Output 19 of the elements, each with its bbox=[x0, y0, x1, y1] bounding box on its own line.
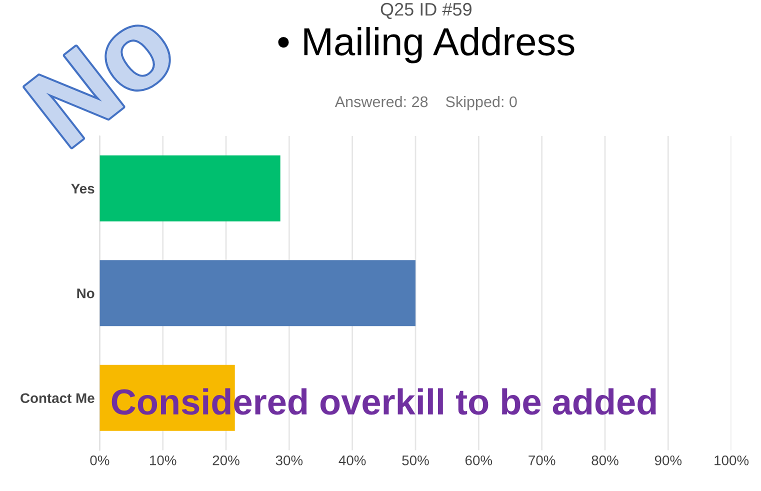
x-tick-label: 0% bbox=[90, 455, 110, 466]
x-tick-label: 70% bbox=[528, 455, 556, 466]
x-tick-label: 40% bbox=[338, 455, 366, 466]
x-tick-label: 30% bbox=[276, 455, 303, 466]
text: Answered: 28 Skipped: 0 bbox=[334, 96, 517, 110]
x-tick-label: 10% bbox=[150, 455, 176, 466]
chart-title: • Mailing Address bbox=[278, 27, 574, 64]
y-tick-label: Yes bbox=[71, 184, 94, 194]
x-tick-label: 50% bbox=[402, 455, 429, 466]
y-tick-label: Contact Me bbox=[20, 393, 94, 404]
x-tick-label: 20% bbox=[212, 455, 240, 466]
x-tick-label: 80% bbox=[592, 455, 618, 466]
bar bbox=[100, 155, 280, 222]
x-tick-label: 60% bbox=[465, 455, 492, 466]
bar bbox=[100, 260, 416, 326]
x-tick-label: 100% bbox=[714, 455, 749, 466]
chart-subtitle: Q25 ID #59 bbox=[380, 2, 472, 19]
y-tick-label: No bbox=[77, 288, 94, 298]
x-tick-label: 90% bbox=[654, 455, 682, 466]
